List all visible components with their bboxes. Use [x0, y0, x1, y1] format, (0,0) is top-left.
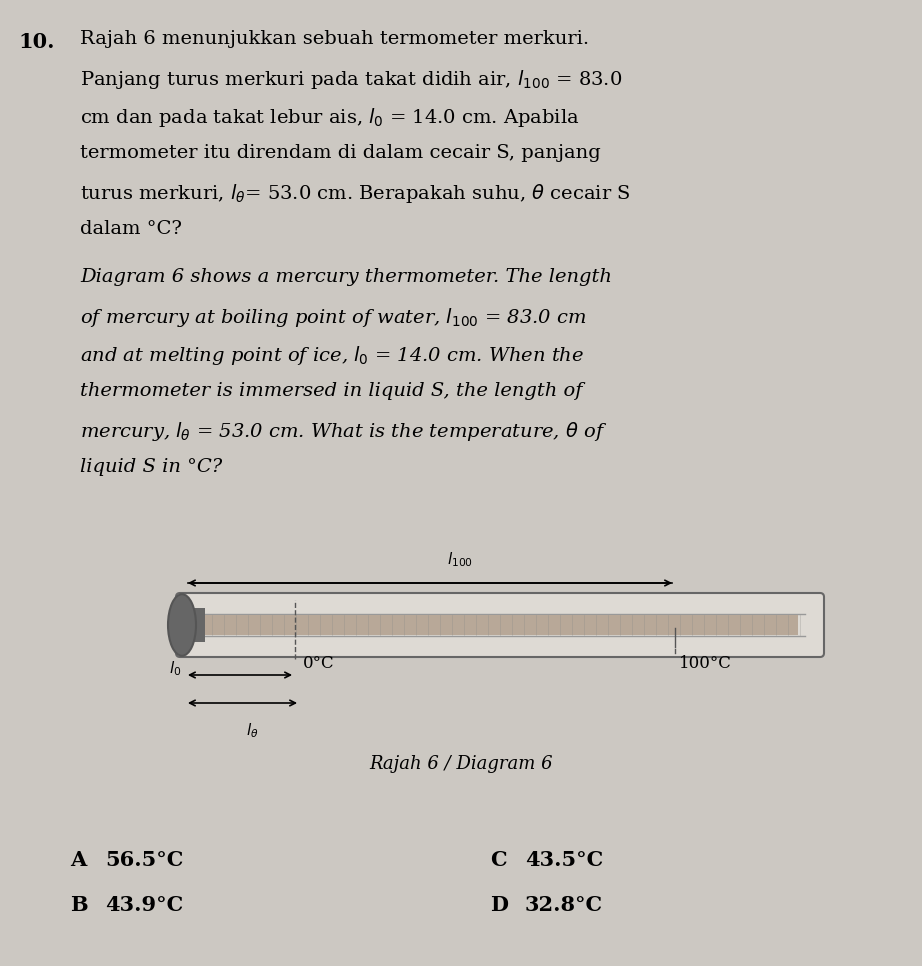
Text: B: B — [70, 895, 88, 915]
Text: 43.5°C: 43.5°C — [525, 850, 603, 870]
Text: Panjang turus merkuri pada takat didih air, $l_{100}$ = 83.0: Panjang turus merkuri pada takat didih a… — [80, 68, 622, 91]
Text: 32.8°C: 32.8°C — [525, 895, 603, 915]
Text: of mercury at boiling point of water, $l_{100}$ = 83.0 cm: of mercury at boiling point of water, $l… — [80, 306, 586, 329]
Text: mercury, $l_\theta$ = 53.0 cm. What is the temperature, $\theta$ of: mercury, $l_\theta$ = 53.0 cm. What is t… — [80, 420, 608, 443]
Text: turus merkuri, $l_\theta$= 53.0 cm. Berapakah suhu, $\theta$ cecair S: turus merkuri, $l_\theta$= 53.0 cm. Bera… — [80, 182, 631, 205]
Text: 43.9°C: 43.9°C — [105, 895, 183, 915]
Text: 100°C: 100°C — [679, 655, 732, 672]
Text: dalam °C?: dalam °C? — [80, 220, 182, 238]
Text: $l_0$: $l_0$ — [169, 660, 181, 678]
Text: A: A — [70, 850, 87, 870]
Text: C: C — [490, 850, 506, 870]
Text: Rajah 6 / Diagram 6: Rajah 6 / Diagram 6 — [369, 755, 553, 773]
FancyBboxPatch shape — [176, 593, 824, 657]
Text: and at melting point of ice, $l_0$ = 14.0 cm. When the: and at melting point of ice, $l_0$ = 14.… — [80, 344, 585, 367]
Text: cm dan pada takat lebur ais, $l_0$ = 14.0 cm. Apabila: cm dan pada takat lebur ais, $l_0$ = 14.… — [80, 106, 579, 129]
Text: liquid S in °C?: liquid S in °C? — [80, 458, 222, 476]
Text: Diagram 6 shows a mercury thermometer. The length: Diagram 6 shows a mercury thermometer. T… — [80, 268, 612, 286]
Ellipse shape — [168, 594, 196, 656]
Text: $l_\theta$: $l_\theta$ — [246, 721, 259, 740]
Text: termometer itu direndam di dalam cecair S, panjang: termometer itu direndam di dalam cecair … — [80, 144, 601, 162]
Bar — [188, 615, 798, 635]
Text: $l_{100}$: $l_{100}$ — [447, 551, 473, 569]
Text: D: D — [490, 895, 508, 915]
Bar — [175, 609, 205, 641]
Text: Rajah 6 menunjukkan sebuah termometer merkuri.: Rajah 6 menunjukkan sebuah termometer me… — [80, 30, 589, 48]
Text: thermometer is immersed in liquid S, the length of: thermometer is immersed in liquid S, the… — [80, 382, 583, 400]
Text: 0°C: 0°C — [303, 655, 335, 672]
Text: 10.: 10. — [18, 32, 54, 52]
Text: 56.5°C: 56.5°C — [105, 850, 183, 870]
